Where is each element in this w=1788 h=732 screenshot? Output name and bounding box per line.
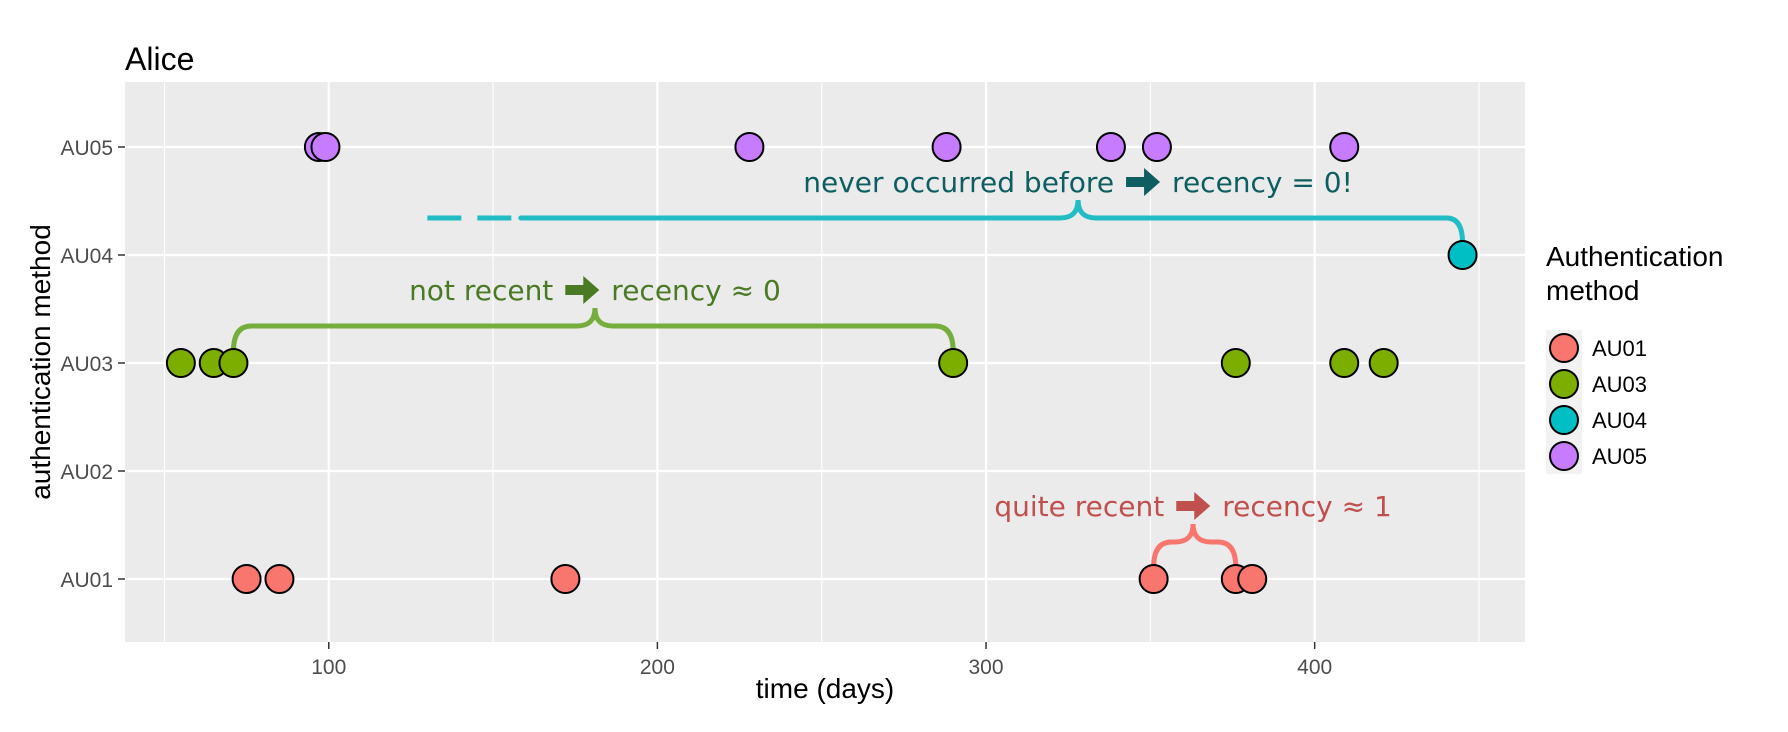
annotation-brace xyxy=(230,307,956,354)
data-point-au03 xyxy=(1368,348,1399,378)
legend-item-au01: AU01 xyxy=(1546,330,1647,366)
arrow-right-icon xyxy=(565,276,600,304)
data-point-au03 xyxy=(1329,348,1360,378)
data-point-au05 xyxy=(1141,132,1172,162)
legend-swatch xyxy=(1549,369,1579,399)
data-point-au01 xyxy=(1138,564,1169,594)
annotation-label: never occurred before recency = 0! xyxy=(803,166,1353,199)
arrow-right-icon xyxy=(1126,168,1161,196)
x-tick-label: 400 xyxy=(1297,656,1332,679)
data-point-au05 xyxy=(734,132,765,162)
data-point-au05 xyxy=(931,132,962,162)
x-tick-label: 100 xyxy=(311,656,346,679)
legend-title: Authentication method xyxy=(1546,241,1723,306)
x-axis-ticks: 100 200 300 400 xyxy=(311,642,1332,679)
annotation-text-b: recency = 0! xyxy=(1172,166,1353,199)
data-point-au01 xyxy=(264,564,295,594)
legend-swatch xyxy=(1549,405,1579,435)
legend-label: AU01 xyxy=(1592,336,1647,361)
legend-item-au05: AU05 xyxy=(1546,438,1647,474)
y-tick-label: AU02 xyxy=(60,461,113,484)
data-point-au03 xyxy=(1220,348,1251,378)
annotation-labels: never occurred before recency = 0! not rec… xyxy=(409,166,1392,523)
legend-item-au04: AU04 xyxy=(1546,402,1647,438)
data-point-au03 xyxy=(218,348,249,378)
annotation-brace xyxy=(1151,523,1239,570)
annotation-text-a: not recent xyxy=(409,274,553,307)
annotation-text-b: recency ≈ 0 xyxy=(611,274,781,307)
y-tick-label: AU01 xyxy=(60,569,113,592)
legend-swatch xyxy=(1549,333,1579,363)
grid-lines xyxy=(125,82,1525,642)
annotation-label: not recent recency ≈ 0 xyxy=(409,274,781,307)
data-point-au01 xyxy=(1237,564,1268,594)
annotation-brace xyxy=(518,199,1466,246)
data-point-au05 xyxy=(1329,132,1360,162)
y-tick-label: AU03 xyxy=(60,353,113,376)
data-point-au01 xyxy=(231,564,262,594)
data-point-au05 xyxy=(310,132,341,162)
data-point-au01 xyxy=(550,564,581,594)
annotation-text-b: recency ≈ 1 xyxy=(1222,490,1392,523)
data-point-au04 xyxy=(1447,240,1478,270)
data-point-au03 xyxy=(938,348,969,378)
y-tick-label: AU04 xyxy=(60,245,113,268)
annotation-label: quite recent recency ≈ 1 xyxy=(994,490,1391,523)
legend: Authentication method AU01 AU03 AU04 AU05 xyxy=(1546,241,1723,474)
x-tick-label: 300 xyxy=(969,656,1004,679)
legend-label: AU04 xyxy=(1592,408,1647,433)
annotation-text-a: never occurred before xyxy=(803,166,1114,199)
y-axis-label: authentication method xyxy=(25,224,56,500)
x-tick-label: 200 xyxy=(640,656,675,679)
y-tick-label: AU05 xyxy=(60,137,113,160)
annotation-braces xyxy=(230,199,1466,570)
annotation-text-a: quite recent xyxy=(994,490,1164,523)
x-axis-label: time (days) xyxy=(756,673,894,704)
legend-item-au03: AU03 xyxy=(1546,366,1647,402)
legend-swatch xyxy=(1549,441,1579,471)
chart-title: Alice xyxy=(125,41,194,77)
data-points xyxy=(165,132,1478,594)
legend-label: AU03 xyxy=(1592,372,1647,397)
legend-label: AU05 xyxy=(1592,444,1647,469)
arrow-right-icon xyxy=(1176,492,1211,520)
data-point-au03 xyxy=(165,348,196,378)
data-point-au05 xyxy=(1095,132,1126,162)
y-axis-ticks: AU01 AU02 AU03 AU04 AU05 xyxy=(60,137,125,592)
